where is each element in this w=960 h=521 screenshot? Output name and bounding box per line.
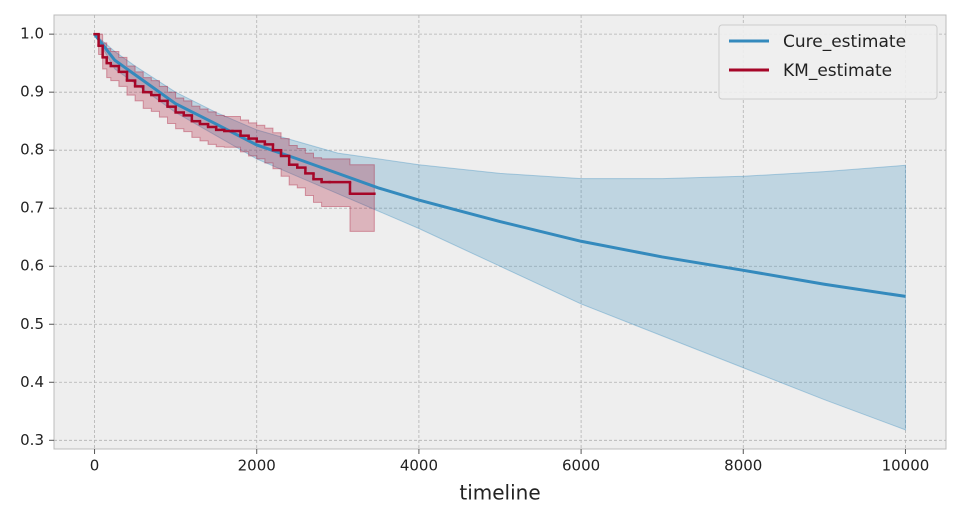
legend-label: Cure_estimate bbox=[783, 32, 906, 52]
confidence-band bbox=[94, 33, 906, 431]
x-tick-label: 2000 bbox=[238, 457, 276, 475]
grid bbox=[54, 15, 946, 449]
x-tick-label: 10000 bbox=[882, 457, 930, 475]
legend-label: KM_estimate bbox=[783, 61, 892, 81]
y-tick-label: 0.7 bbox=[20, 199, 44, 217]
y-tick-label: 0.4 bbox=[20, 373, 44, 391]
x-tick-label: 6000 bbox=[562, 457, 600, 475]
legend-box bbox=[718, 24, 938, 100]
y-tick-label: 0.6 bbox=[20, 257, 44, 275]
x-tick-label: 0 bbox=[90, 457, 100, 475]
line bbox=[93, 33, 906, 298]
x-axis-label: timeline bbox=[459, 481, 540, 505]
legend: Cure_estimate KM_estimate bbox=[718, 24, 938, 100]
y-tick-label: 0.3 bbox=[20, 431, 44, 449]
y-tick-label: 0.8 bbox=[20, 141, 44, 159]
x-tick-label: 8000 bbox=[724, 457, 762, 475]
x-tick-label: 4000 bbox=[400, 457, 438, 475]
y-tick-label: 0.9 bbox=[20, 83, 44, 101]
y-tick-label: 0.5 bbox=[20, 315, 44, 333]
step-line bbox=[93, 32, 376, 195]
y-tick-label: 1.0 bbox=[20, 25, 44, 43]
